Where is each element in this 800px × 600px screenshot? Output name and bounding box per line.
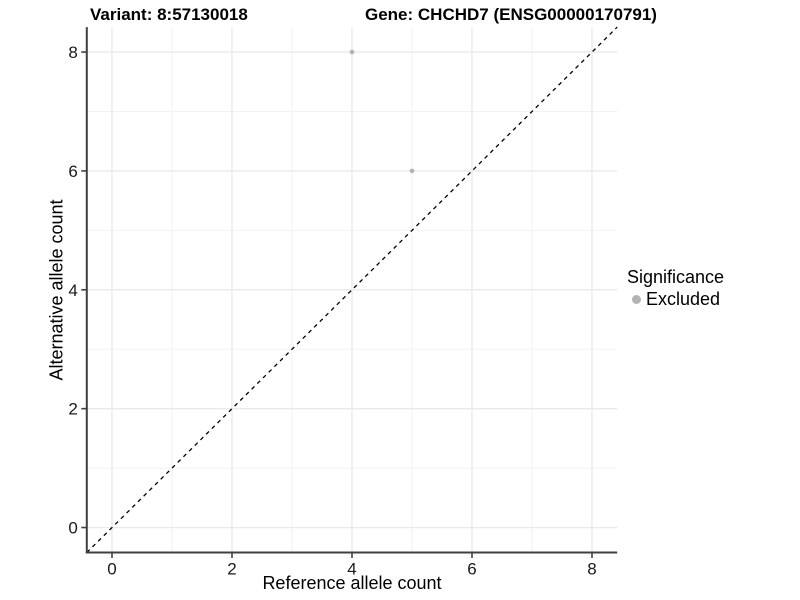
plot-title-gene: Gene: CHCHD7 (ENSG00000170791) (365, 5, 657, 24)
legend: Significance Excluded (627, 267, 724, 310)
x-tick-label: 8 (587, 560, 596, 579)
tick-marks (81, 51, 593, 558)
y-tick-label: 4 (68, 281, 77, 300)
x-tick-label: 6 (467, 560, 476, 579)
x-axis-title: Reference allele count (262, 573, 442, 593)
y-tick-label: 2 (68, 400, 77, 419)
x-tick-label: 2 (227, 560, 236, 579)
legend-title: Significance (627, 267, 725, 287)
data-points (349, 49, 415, 174)
y-tick-label: 8 (68, 43, 77, 62)
y-axis-title: Alternative allele count (46, 199, 67, 381)
data-point (409, 168, 415, 174)
gridlines-major (86, 27, 618, 553)
y-tick-label: 0 (68, 519, 77, 538)
legend-entry-excluded: Excluded (627, 289, 724, 310)
y-tick-label: 6 (68, 162, 77, 181)
data-point (349, 49, 355, 55)
legend-point-icon (632, 295, 641, 304)
x-tick-label: 0 (107, 560, 116, 579)
legend-entry-label: Excluded (646, 289, 721, 309)
plot-title-variant: Variant: 8:57130018 (90, 5, 248, 24)
tick-labels: 0 2 4 6 8 0 2 4 6 8 (68, 43, 596, 578)
x-tick-label: 4 (347, 560, 356, 579)
